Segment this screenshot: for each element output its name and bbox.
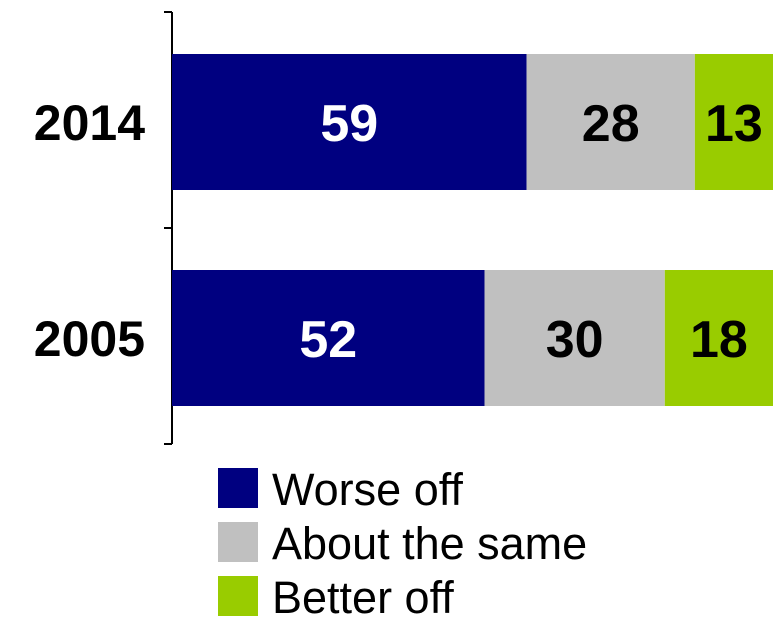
bar-segment-better-off [694, 54, 773, 190]
bar-segment-worse-off [172, 270, 485, 406]
legend-label: Better off [272, 572, 454, 621]
category-label: 2005 [34, 311, 145, 367]
legend-swatch [218, 522, 258, 562]
data-label: 30 [546, 311, 604, 369]
data-label: 52 [299, 311, 357, 369]
bar-segment-better-off [664, 270, 773, 406]
bar-segment-about-the-same [484, 270, 665, 406]
category-labels: 2014 2005 [34, 95, 145, 367]
data-label: 28 [582, 95, 640, 153]
legend-swatch [218, 468, 258, 508]
data-label: 13 [705, 95, 763, 153]
data-labels: 59 28 13 52 30 18 [299, 95, 763, 369]
legend-swatch [218, 576, 258, 616]
category-label: 2014 [34, 95, 145, 151]
bar-segment-about-the-same [526, 54, 695, 190]
legend-label: About the same [272, 518, 587, 569]
data-label: 59 [320, 95, 378, 153]
legend-label: Worse off [272, 464, 463, 515]
data-label: 18 [690, 311, 748, 369]
bars [172, 54, 773, 406]
category-axis [164, 11, 173, 445]
bar-segment-worse-off [172, 54, 527, 190]
